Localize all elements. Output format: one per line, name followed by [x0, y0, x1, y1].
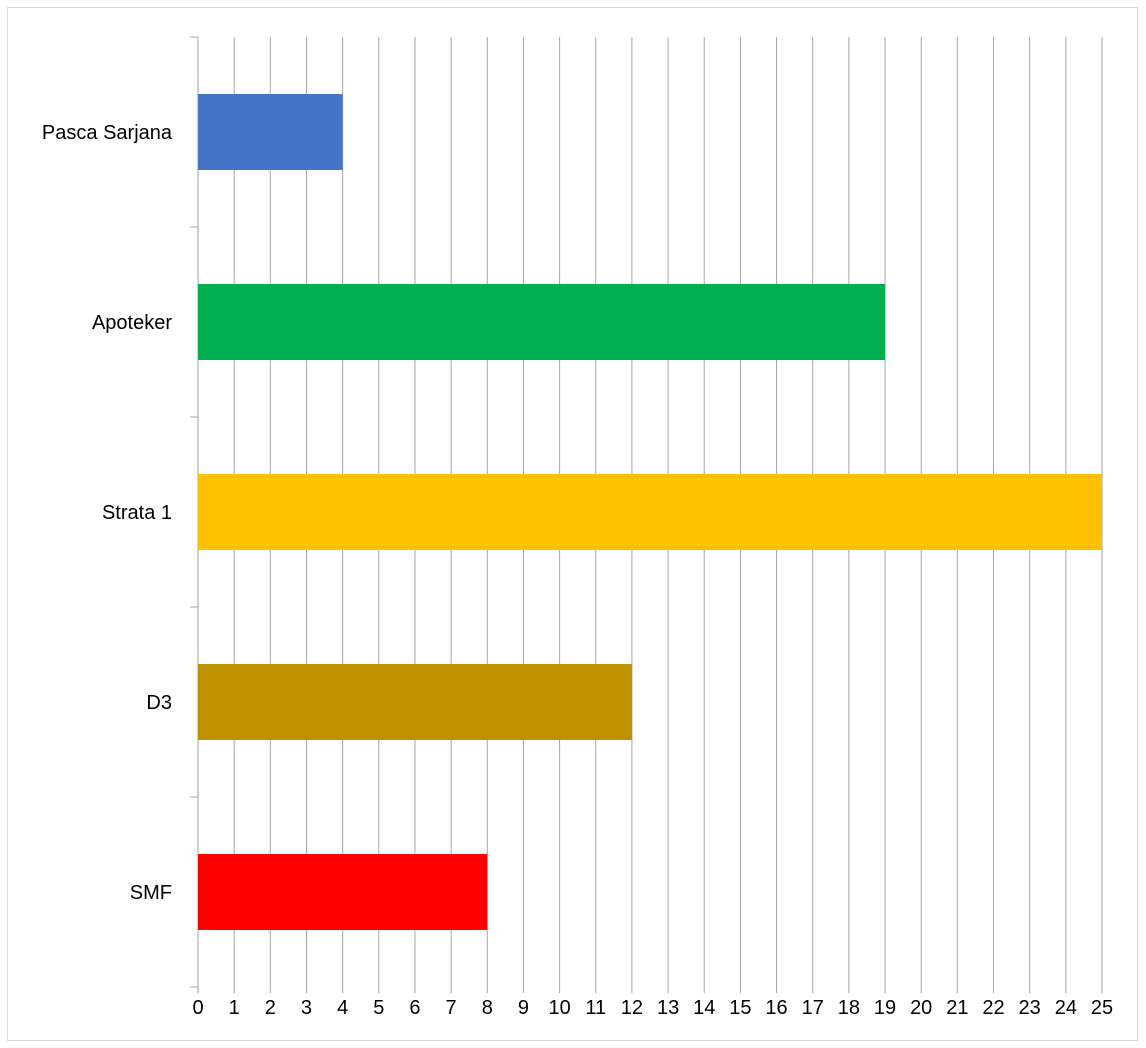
x-tick-label: 15: [729, 997, 751, 1019]
bar-d3: [198, 664, 632, 740]
x-tick-label: 6: [409, 997, 420, 1019]
bar-strata-1: [198, 474, 1102, 550]
category-label: Pasca Sarjana: [42, 122, 173, 144]
x-tick-label: 14: [693, 997, 715, 1019]
category-label: Apoteker: [92, 312, 172, 334]
category-label: Strata 1: [102, 502, 172, 524]
x-tick-label: 24: [1055, 997, 1077, 1019]
x-tick-label: 2: [265, 997, 276, 1019]
x-tick-label: 0: [192, 997, 203, 1019]
x-tick-label: 18: [838, 997, 860, 1019]
x-tick-label: 3: [301, 997, 312, 1019]
bar-apoteker: [198, 284, 886, 360]
x-tick-label: 9: [518, 997, 529, 1019]
x-tick-label: 19: [874, 997, 896, 1019]
x-tick-label: 16: [765, 997, 787, 1019]
category-label: SMF: [130, 882, 172, 904]
bars: [198, 94, 1102, 930]
labels: 0 1 2 3 4 5 6 7 8 9 10 11 12 13 14 15 16 17 18 19 20 21 22 23 24…: [42, 122, 1113, 1019]
bar-smf: [198, 854, 488, 930]
x-tick-label: 13: [657, 997, 679, 1019]
x-tick-label: 25: [1091, 997, 1113, 1019]
x-tick-label: 23: [1019, 997, 1041, 1019]
x-tick-label: 12: [621, 997, 643, 1019]
x-tick-label: 1: [229, 997, 240, 1019]
x-tick-label: 7: [446, 997, 457, 1019]
x-tick-label: 21: [946, 997, 968, 1019]
x-tick-label: 8: [482, 997, 493, 1019]
x-tick-label: 22: [982, 997, 1004, 1019]
x-tick-label: 10: [548, 997, 570, 1019]
x-tick-label: 20: [910, 997, 932, 1019]
x-tick-label: 4: [337, 997, 348, 1019]
x-tick-label: 11: [585, 997, 606, 1019]
bar-pasca-sarjana: [198, 94, 343, 170]
x-tick-label: 17: [802, 997, 824, 1019]
category-label: D3: [146, 692, 172, 714]
x-tick-label: 5: [373, 997, 384, 1019]
